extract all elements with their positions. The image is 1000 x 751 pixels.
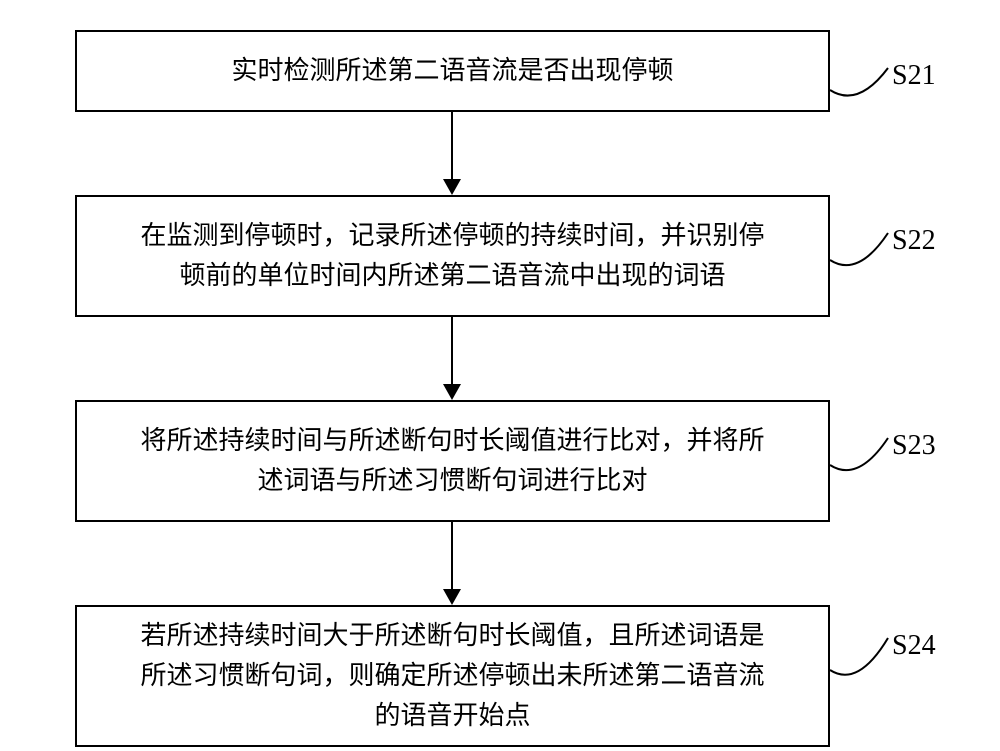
step-text: 所述习惯断句词，则确定所述停顿出未所述第二语音流 [140, 656, 764, 696]
callout-s22 [824, 227, 894, 284]
step-text: 的语音开始点 [140, 696, 764, 736]
step-label-s24: S24 [892, 630, 936, 662]
arrow-head-1 [443, 179, 461, 195]
arrow-line-2 [451, 317, 453, 384]
flow-step-s24: 若所述持续时间大于所述断句时长阈值，且所述词语是所述习惯断句词，则确定所述停顿出… [75, 605, 830, 747]
arrow-line-1 [451, 112, 453, 179]
step-text: 在监测到停顿时，记录所述停顿的持续时间，并识别停 [140, 216, 764, 256]
flow-step-s22: 在监测到停顿时，记录所述停顿的持续时间，并识别停顿前的单位时间内所述第二语音流中… [75, 195, 830, 317]
callout-s23 [824, 432, 894, 489]
arrow-head-2 [443, 384, 461, 400]
step-text: 将所述持续时间与所述断句时长阈值进行比对，并将所 [140, 421, 764, 461]
step-text: 实时检测所述第二语音流是否出现停顿 [231, 51, 673, 91]
callout-s21 [824, 62, 894, 114]
step-text: 顿前的单位时间内所述第二语音流中出现的词语 [140, 256, 764, 296]
step-text: 若所述持续时间大于所述断句时长阈值，且所述词语是 [140, 616, 764, 656]
flowchart-canvas: 实时检测所述第二语音流是否出现停顿 S21 在监测到停顿时，记录所述停顿的持续时间，… [0, 0, 1000, 751]
flow-step-s21: 实时检测所述第二语音流是否出现停顿 [75, 30, 830, 112]
callout-s24 [824, 632, 894, 694]
flow-step-s23: 将所述持续时间与所述断句时长阈值进行比对，并将所述词语与所述习惯断句词进行比对 [75, 400, 830, 522]
arrow-head-3 [443, 589, 461, 605]
step-label-s23: S23 [892, 430, 936, 462]
step-label-s21: S21 [892, 60, 936, 92]
step-label-s22: S22 [892, 225, 936, 257]
arrow-line-3 [451, 522, 453, 589]
step-text: 述词语与所述习惯断句词进行比对 [140, 461, 764, 501]
